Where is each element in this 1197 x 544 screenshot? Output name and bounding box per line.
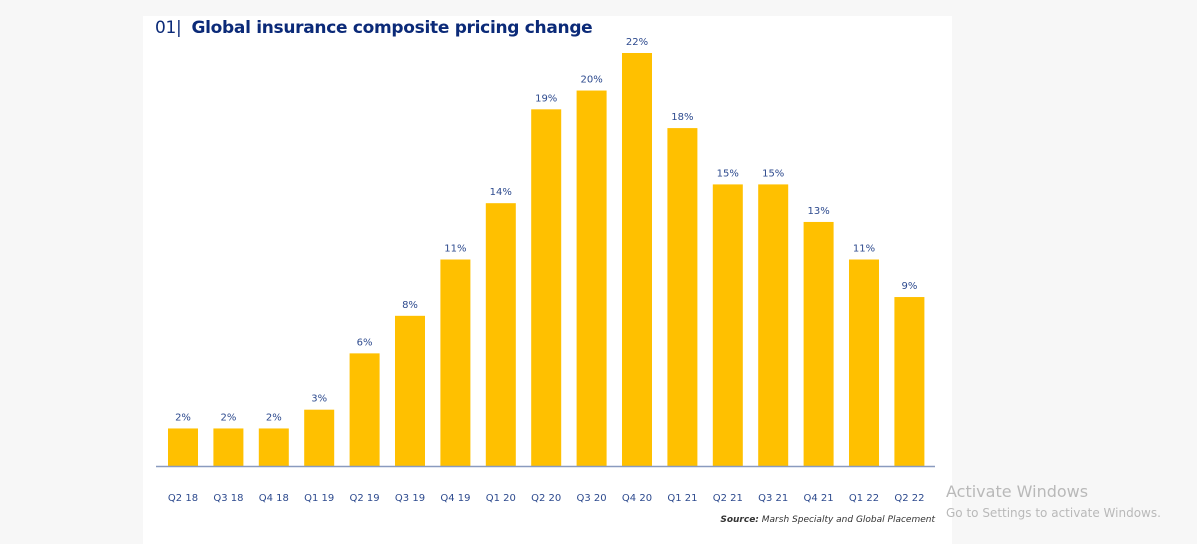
x-tick-label: Q1 21 [667, 493, 697, 504]
x-tick-label: Q3 19 [395, 493, 425, 504]
x-tick-label: Q4 20 [622, 493, 652, 504]
data-label: 2% [175, 412, 191, 423]
bar-q1-20 [485, 203, 516, 466]
x-tick-label: Q4 19 [440, 493, 470, 504]
figure-number: 01| [155, 18, 182, 38]
data-label: 14% [490, 187, 512, 198]
source-label: Source: [720, 515, 759, 525]
data-label: 2% [266, 412, 282, 423]
chart-title: 01| Global insurance composite pricing ch… [155, 18, 593, 38]
bar-q3-18 [213, 428, 244, 466]
data-label: 11% [853, 244, 875, 255]
x-tick-label: Q2 18 [168, 493, 198, 504]
data-label: 2% [220, 412, 236, 423]
bar-q2-22 [894, 297, 925, 466]
x-tick-label: Q4 21 [804, 493, 834, 504]
x-tick-label: Q1 20 [486, 493, 516, 504]
x-tick-label: Q1 22 [849, 493, 879, 504]
data-label: 15% [762, 168, 784, 179]
bar-q4-20 [622, 53, 652, 466]
activate-windows-watermark: Activate Windows Go to Settings to activ… [946, 482, 1161, 522]
bar-q1-22 [849, 259, 879, 466]
x-tick-label: Q2 21 [713, 493, 743, 504]
data-label: 20% [580, 75, 602, 86]
bar-q1-19 [304, 409, 335, 466]
x-tick-label: Q2 22 [894, 493, 924, 504]
data-label: 9% [901, 281, 917, 292]
bar-q1-21 [667, 128, 698, 466]
data-label: 6% [357, 337, 373, 348]
data-label: 15% [717, 168, 739, 179]
chart-title-text: Global insurance composite pricing chang… [191, 18, 593, 38]
bar-q2-21 [712, 184, 743, 466]
x-tick-label: Q2 20 [531, 493, 561, 504]
data-label: 18% [671, 112, 693, 123]
bar-q2-19 [349, 353, 380, 466]
bar-q2-20 [531, 109, 562, 467]
data-label: 19% [535, 93, 557, 104]
watermark-title: Activate Windows [946, 482, 1089, 501]
data-label: 8% [402, 300, 418, 311]
x-tick-label: Q3 18 [213, 493, 243, 504]
watermark-subtitle: Go to Settings to activate Windows. [946, 506, 1161, 520]
x-tick-label: Q4 18 [259, 493, 289, 504]
bar-q4-18 [258, 428, 289, 466]
bar-q2-18 [168, 428, 198, 466]
x-tick-label: Q2 19 [350, 493, 380, 504]
bar-q3-21 [758, 184, 789, 466]
source-note: Source: Marsh Specialty and Global Place… [720, 515, 935, 525]
x-tick-label: Q3 21 [758, 493, 788, 504]
x-tick-label: Q3 20 [577, 493, 607, 504]
data-label: 11% [444, 244, 466, 255]
bar-q3-19 [395, 315, 425, 466]
data-label: 22% [626, 37, 648, 48]
data-label: 3% [311, 394, 327, 405]
bar-q4-19 [440, 259, 471, 466]
bar-q3-20 [576, 90, 607, 466]
data-label: 13% [807, 206, 829, 217]
source-text: Marsh Specialty and Global Placement [761, 515, 935, 525]
bar-q4-21 [803, 221, 834, 466]
x-tick-label: Q1 19 [304, 493, 334, 504]
